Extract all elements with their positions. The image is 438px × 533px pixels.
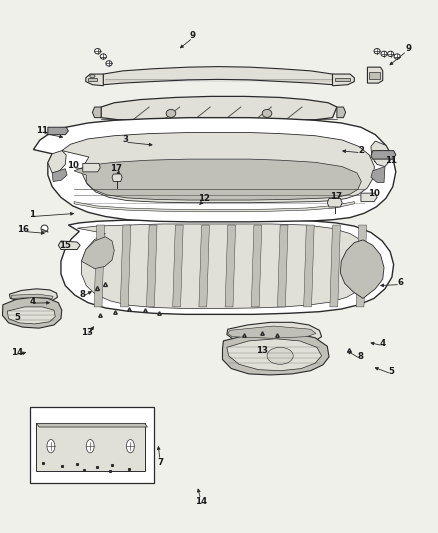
Polygon shape bbox=[225, 225, 236, 307]
Polygon shape bbox=[147, 225, 157, 307]
Polygon shape bbox=[92, 107, 101, 118]
Polygon shape bbox=[199, 225, 209, 307]
Polygon shape bbox=[74, 159, 361, 200]
Polygon shape bbox=[371, 151, 396, 159]
Text: 16: 16 bbox=[18, 225, 29, 234]
Polygon shape bbox=[74, 201, 354, 212]
Polygon shape bbox=[33, 118, 396, 222]
Polygon shape bbox=[112, 174, 122, 181]
Ellipse shape bbox=[86, 440, 94, 453]
Ellipse shape bbox=[388, 51, 394, 56]
Polygon shape bbox=[7, 307, 55, 324]
Ellipse shape bbox=[381, 51, 387, 56]
Polygon shape bbox=[278, 225, 288, 307]
Polygon shape bbox=[83, 164, 100, 172]
Polygon shape bbox=[94, 225, 105, 307]
Polygon shape bbox=[10, 289, 57, 303]
Polygon shape bbox=[3, 297, 62, 328]
Polygon shape bbox=[88, 78, 97, 82]
Polygon shape bbox=[101, 96, 337, 122]
Polygon shape bbox=[332, 74, 354, 86]
Polygon shape bbox=[86, 74, 103, 86]
Ellipse shape bbox=[47, 440, 55, 453]
Polygon shape bbox=[327, 198, 342, 207]
Polygon shape bbox=[12, 294, 53, 298]
Polygon shape bbox=[173, 225, 183, 307]
Polygon shape bbox=[223, 333, 329, 375]
Polygon shape bbox=[356, 225, 367, 307]
Text: 13: 13 bbox=[81, 328, 93, 337]
Text: 6: 6 bbox=[397, 278, 403, 287]
Text: 4: 4 bbox=[380, 339, 386, 348]
Text: 11: 11 bbox=[36, 126, 48, 135]
Polygon shape bbox=[227, 339, 321, 370]
Text: 15: 15 bbox=[60, 241, 71, 250]
Text: 14: 14 bbox=[11, 348, 23, 357]
Polygon shape bbox=[48, 127, 68, 135]
Polygon shape bbox=[340, 240, 384, 298]
Polygon shape bbox=[58, 241, 80, 249]
Text: 17: 17 bbox=[110, 164, 123, 173]
Ellipse shape bbox=[95, 49, 101, 54]
Polygon shape bbox=[228, 326, 316, 338]
Text: 12: 12 bbox=[198, 194, 210, 203]
Polygon shape bbox=[330, 225, 340, 307]
Polygon shape bbox=[371, 166, 385, 182]
Polygon shape bbox=[81, 237, 114, 269]
Polygon shape bbox=[227, 322, 321, 344]
Polygon shape bbox=[61, 220, 394, 314]
Ellipse shape bbox=[106, 61, 112, 66]
FancyBboxPatch shape bbox=[29, 407, 153, 483]
Text: 4: 4 bbox=[29, 296, 35, 305]
Text: 5: 5 bbox=[389, 367, 394, 376]
Ellipse shape bbox=[90, 75, 95, 78]
Ellipse shape bbox=[374, 49, 380, 54]
Ellipse shape bbox=[394, 54, 400, 59]
Polygon shape bbox=[36, 423, 145, 471]
Polygon shape bbox=[36, 423, 148, 427]
Text: 13: 13 bbox=[256, 346, 268, 355]
Text: 11: 11 bbox=[385, 156, 397, 165]
Text: 10: 10 bbox=[67, 161, 79, 170]
Polygon shape bbox=[103, 67, 332, 85]
Ellipse shape bbox=[262, 109, 272, 117]
Polygon shape bbox=[304, 225, 314, 307]
Ellipse shape bbox=[100, 54, 106, 59]
Polygon shape bbox=[77, 224, 373, 309]
Text: 2: 2 bbox=[358, 146, 364, 155]
Text: 8: 8 bbox=[358, 352, 364, 361]
Text: 17: 17 bbox=[330, 192, 342, 201]
Text: 8: 8 bbox=[80, 289, 86, 298]
Polygon shape bbox=[48, 151, 66, 173]
Polygon shape bbox=[371, 141, 393, 166]
Text: 14: 14 bbox=[194, 497, 207, 506]
Polygon shape bbox=[337, 107, 346, 118]
Text: 1: 1 bbox=[29, 210, 35, 219]
Polygon shape bbox=[120, 225, 131, 307]
Text: 7: 7 bbox=[157, 458, 163, 466]
Ellipse shape bbox=[267, 348, 293, 365]
Polygon shape bbox=[251, 225, 262, 307]
Text: 9: 9 bbox=[190, 31, 196, 40]
Text: 10: 10 bbox=[368, 189, 380, 198]
Polygon shape bbox=[367, 67, 383, 83]
Ellipse shape bbox=[166, 109, 176, 117]
Polygon shape bbox=[369, 72, 380, 79]
Polygon shape bbox=[361, 193, 377, 201]
Text: 3: 3 bbox=[122, 135, 128, 144]
Polygon shape bbox=[335, 78, 350, 82]
Text: 5: 5 bbox=[14, 312, 20, 321]
Ellipse shape bbox=[127, 440, 134, 453]
Text: 9: 9 bbox=[406, 44, 412, 53]
Polygon shape bbox=[62, 133, 374, 203]
Polygon shape bbox=[52, 168, 67, 181]
